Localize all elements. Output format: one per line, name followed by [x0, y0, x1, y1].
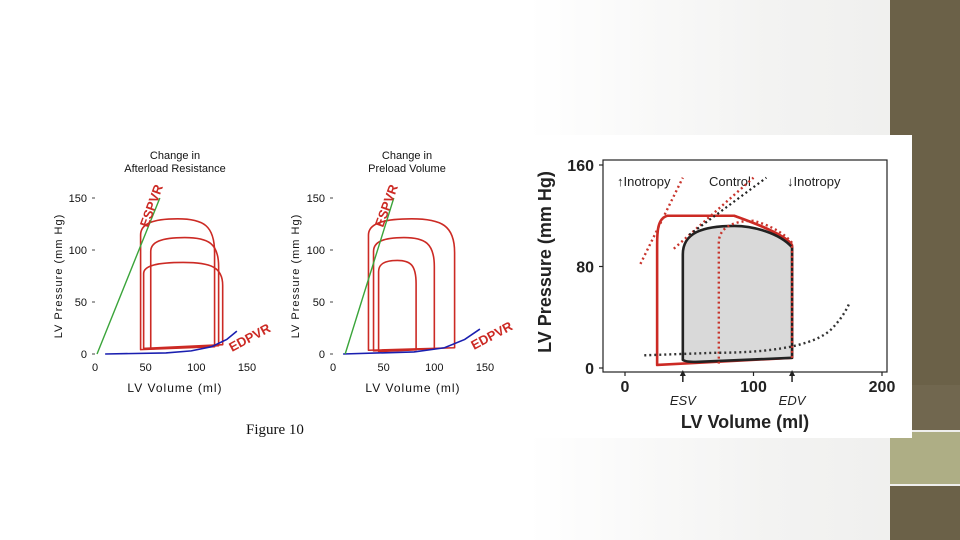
y-tick-label: 150 — [69, 193, 87, 205]
y-tick-label: 100 — [69, 245, 87, 257]
y-tick-label: 150 — [307, 193, 325, 205]
x-tick-label: 100 — [187, 362, 205, 374]
chart2-title-line1: Change in — [381, 150, 433, 162]
legend-label: Control — [709, 174, 751, 189]
x-axis-label: LV Volume (ml) — [365, 381, 460, 395]
figure-caption: Figure 10 — [246, 422, 304, 438]
x-tick-label: 50 — [140, 362, 152, 374]
x-axis-label: LV Volume (ml) — [127, 381, 222, 395]
pv-loop-1 — [367, 218, 456, 352]
x-tick-label: 50 — [378, 362, 390, 374]
pv-loop-2 — [149, 236, 220, 350]
espvr-line — [344, 197, 395, 355]
x-tick-label: 150 — [238, 362, 256, 374]
marker-arrowhead-edv — [789, 370, 796, 376]
pv-loop-3 — [142, 261, 224, 350]
x-axis-label: LV Volume (ml) — [681, 412, 809, 432]
x-tick-label: 150 — [476, 362, 494, 374]
edpvr-line — [343, 328, 481, 355]
y-tick-label: 0 — [81, 349, 87, 361]
edpvr-curve — [644, 301, 851, 357]
chart2-title: Change in Preload Volume — [332, 150, 482, 176]
pv-loop-1 — [139, 218, 216, 351]
x-tick-label: 0 — [330, 362, 336, 374]
chart1-title-line2: Afterload Resistance — [124, 163, 226, 175]
espvr-control — [688, 176, 768, 236]
y-axis-label: LV Pressure (mm Hg) — [535, 171, 555, 353]
y-tick-label: 0 — [585, 361, 594, 378]
x-tick-label: 0 — [621, 379, 630, 396]
decreased-inotropy-loop — [717, 219, 794, 364]
y-axis-label: LV Pressure (mm Hg) — [290, 214, 302, 339]
y-tick-label: 100 — [307, 245, 325, 257]
y-tick-label: 50 — [75, 297, 87, 309]
y-tick-label: 160 — [567, 158, 594, 175]
espvr-line — [96, 197, 161, 355]
y-tick-label: 0 — [319, 349, 325, 361]
decor-bar-bottom — [890, 486, 960, 540]
espvr-increased — [639, 177, 684, 265]
marker-label-esv: ESV — [670, 393, 697, 408]
y-axis-label: LV Pressure (mm Hg) — [53, 214, 65, 339]
y-tick-label: 50 — [313, 297, 325, 309]
y-tick-label: 80 — [576, 260, 594, 277]
chart1-title: Change in Afterload Resistance — [100, 150, 250, 176]
pv-loop-3 — [377, 259, 417, 353]
chart2-title-line2: Preload Volume — [368, 163, 446, 175]
chart1-title-line1: Change in — [149, 150, 201, 162]
x-tick-label: 200 — [869, 379, 896, 396]
increased-inotropy-loop — [655, 214, 794, 367]
x-tick-label: 100 — [740, 379, 767, 396]
marker-arrowhead-esv — [679, 370, 686, 376]
decor-bar-olive — [890, 432, 960, 484]
control-loop — [681, 224, 794, 364]
edpvr-line — [105, 330, 238, 355]
pv-loop-2 — [372, 236, 436, 352]
x-tick-label: 100 — [425, 362, 443, 374]
x-tick-label: 0 — [92, 362, 98, 374]
legend-label: ↑Inotropy — [617, 174, 671, 189]
legend-label: ↓Inotropy — [787, 174, 841, 189]
marker-label-edv: EDV — [779, 393, 807, 408]
